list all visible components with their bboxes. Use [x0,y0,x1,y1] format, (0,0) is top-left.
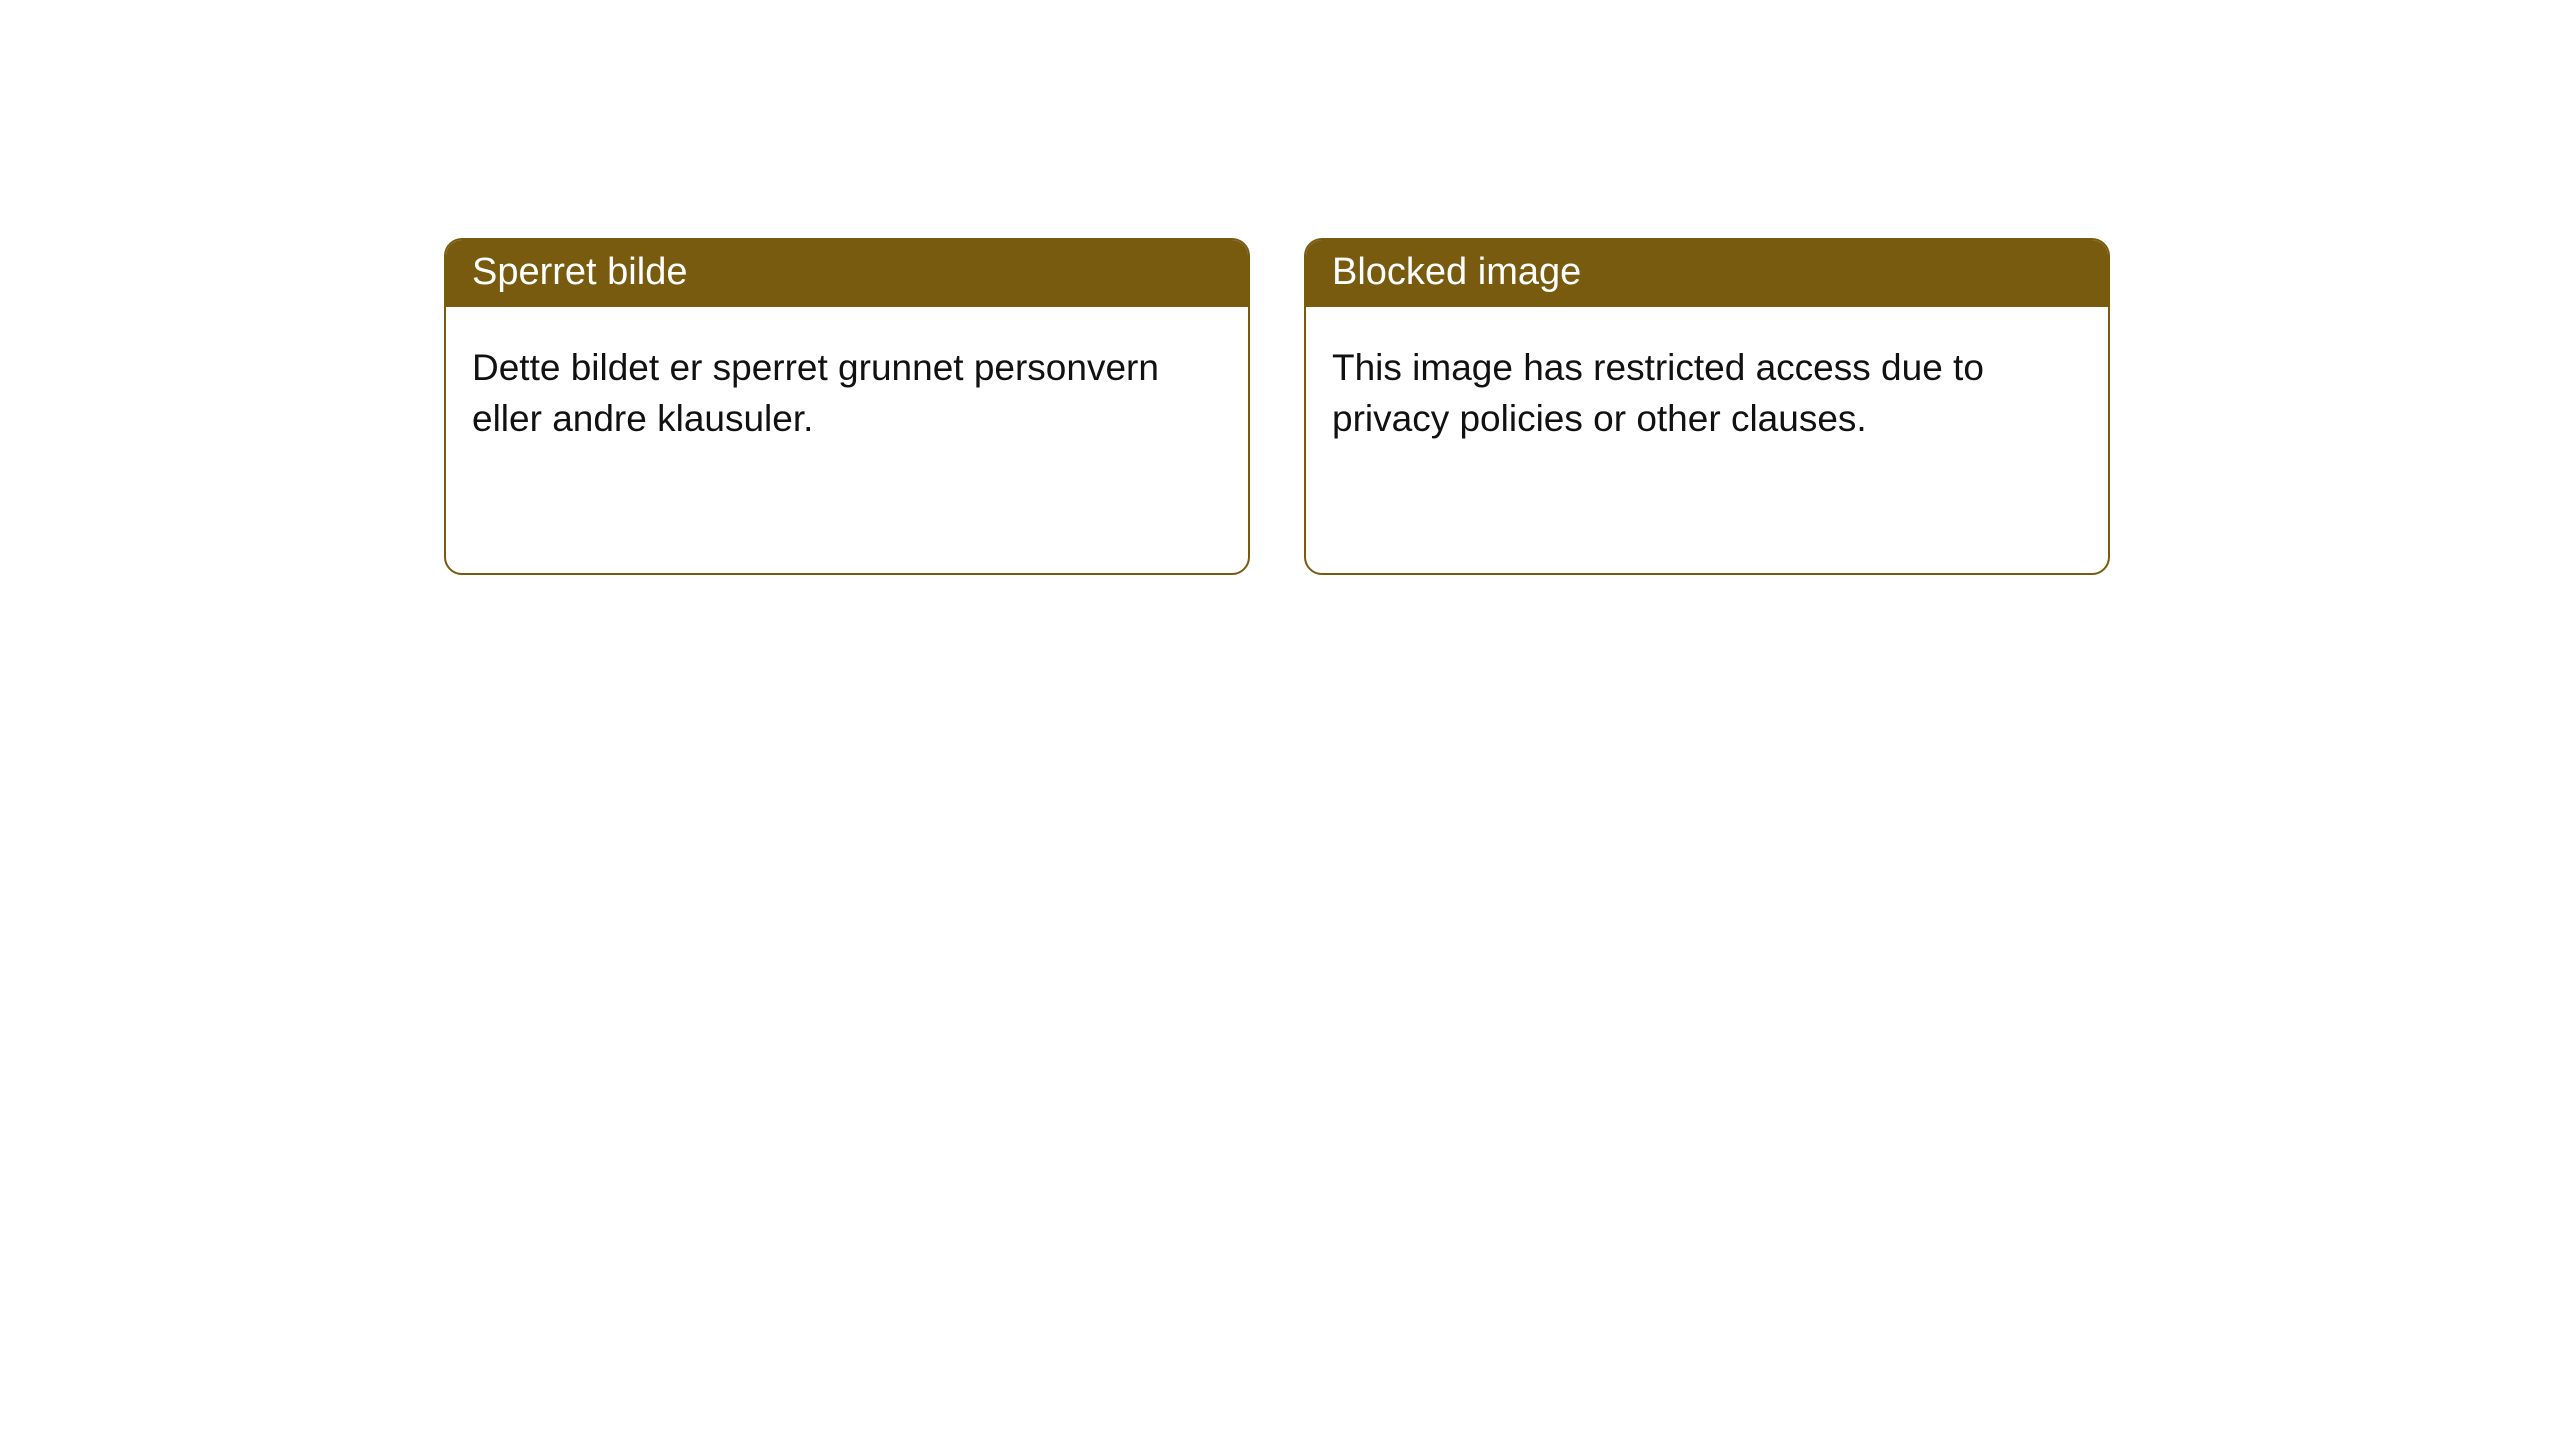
notice-card-english: Blocked image This image has restricted … [1304,238,2110,575]
card-header: Blocked image [1306,240,2108,307]
card-body: Dette bildet er sperret grunnet personve… [446,307,1248,470]
card-header: Sperret bilde [446,240,1248,307]
notice-card-norwegian: Sperret bilde Dette bildet er sperret gr… [444,238,1250,575]
card-body: This image has restricted access due to … [1306,307,2108,470]
notice-container: Sperret bilde Dette bildet er sperret gr… [0,0,2560,575]
